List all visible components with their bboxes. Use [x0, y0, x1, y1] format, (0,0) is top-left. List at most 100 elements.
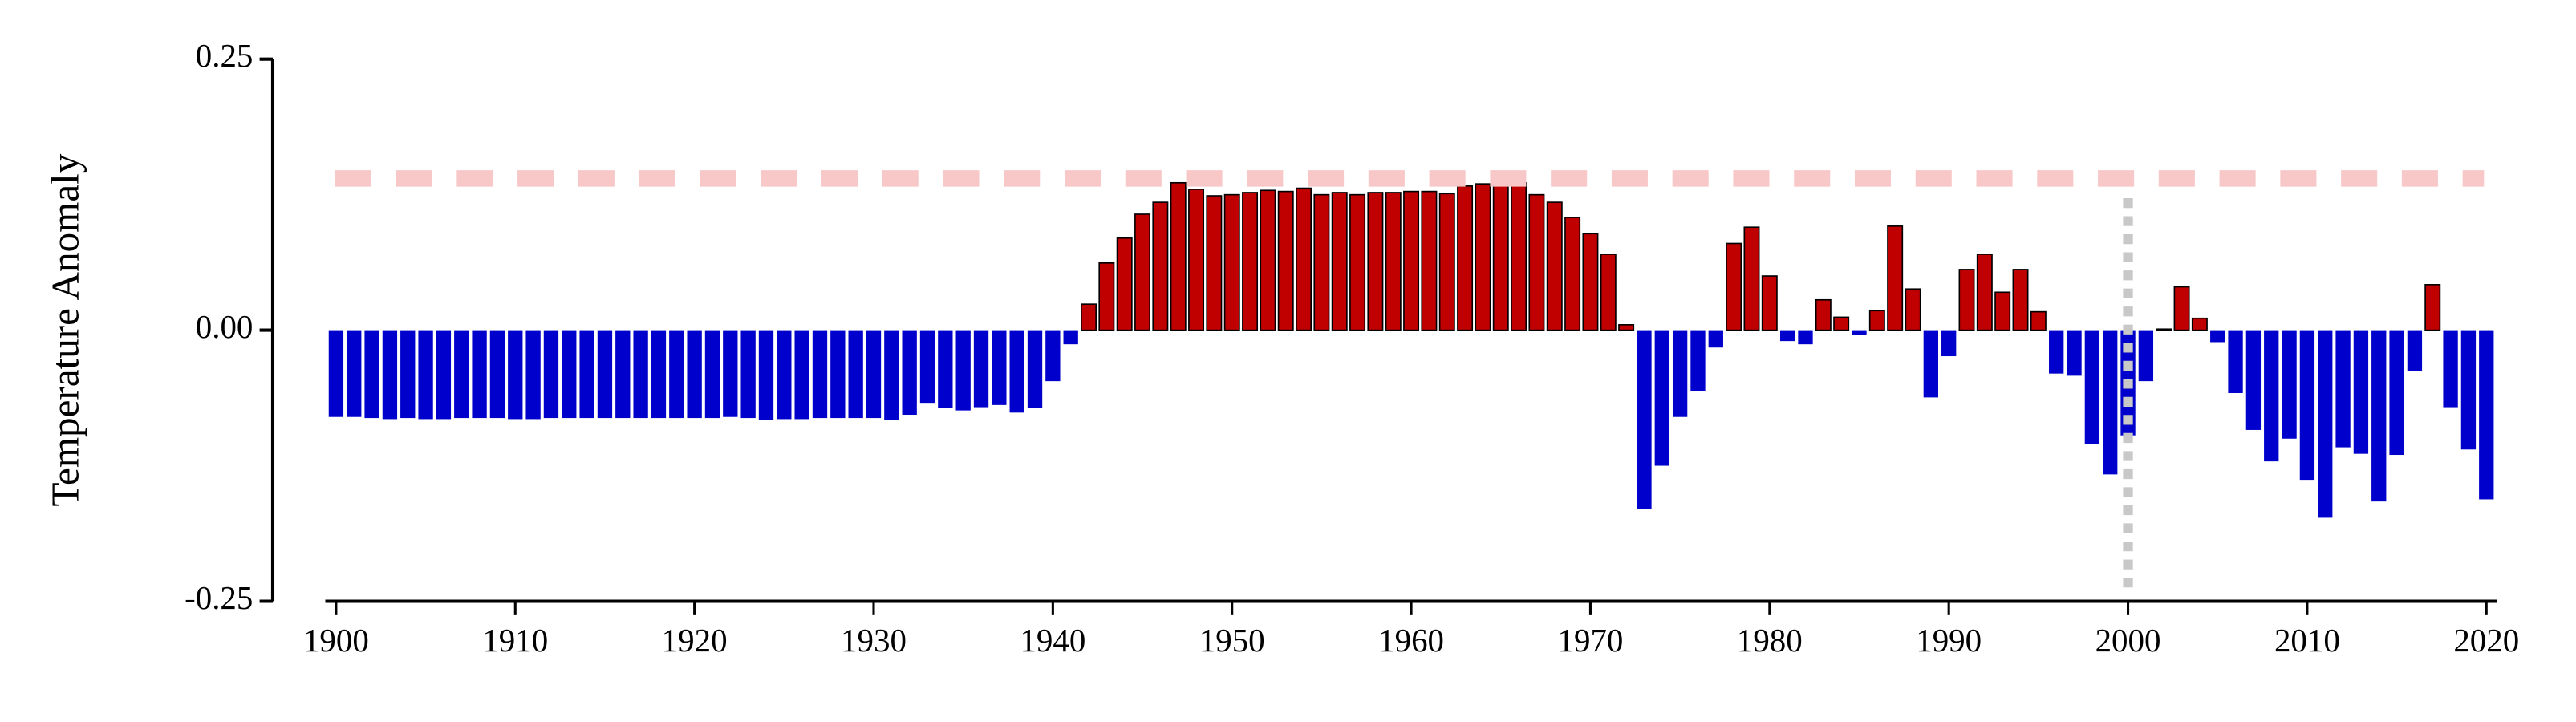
bar	[1475, 183, 1491, 331]
bar	[1260, 189, 1276, 331]
bar	[973, 330, 989, 408]
bar	[597, 330, 613, 419]
bar	[633, 330, 648, 419]
bar	[1116, 237, 1133, 331]
bar	[2389, 330, 2404, 456]
bar	[1852, 330, 1867, 335]
bar	[2228, 330, 2243, 393]
bar	[1833, 316, 1850, 331]
bar	[2353, 330, 2369, 454]
x-tick-label: 1930	[841, 623, 907, 659]
bar	[2335, 330, 2351, 448]
bar	[2103, 330, 2118, 475]
bar	[1798, 330, 1813, 345]
bar	[562, 330, 577, 419]
bar	[919, 330, 935, 404]
bar	[812, 330, 828, 419]
bar	[1941, 330, 1957, 357]
bar	[2282, 330, 2297, 439]
bar	[1457, 185, 1474, 331]
bar	[1600, 254, 1617, 331]
bar	[525, 330, 541, 420]
y-tick-label: -0.25	[185, 580, 253, 616]
bar	[1313, 193, 1330, 331]
bar	[1708, 330, 1723, 348]
bar	[1528, 193, 1545, 331]
x-tick-label: 2020	[2453, 623, 2519, 659]
bar	[2371, 330, 2387, 502]
bar	[1815, 298, 1832, 331]
bar	[1349, 193, 1366, 331]
bar	[866, 330, 882, 419]
bar	[382, 330, 398, 420]
bar	[777, 330, 792, 420]
x-tick-label: 1900	[303, 623, 369, 659]
bar	[1582, 233, 1599, 331]
bar	[1492, 177, 1509, 331]
bar	[2479, 330, 2494, 500]
bar	[992, 330, 1007, 405]
bar	[615, 330, 631, 419]
x-tick-label: 1970	[1558, 623, 1624, 659]
bar	[669, 330, 684, 419]
y-tick-label: 0.00	[196, 309, 254, 345]
bar	[347, 330, 362, 417]
bar	[1367, 192, 1384, 331]
bar	[1206, 195, 1223, 331]
bar	[848, 330, 863, 419]
bar	[2245, 330, 2262, 430]
bar	[1564, 217, 1581, 331]
bar	[418, 330, 433, 420]
bar	[2030, 310, 2047, 331]
bar	[2156, 328, 2172, 331]
bar	[2318, 330, 2333, 518]
bar	[1511, 181, 1527, 331]
bar	[1887, 225, 1904, 331]
bar	[902, 330, 917, 416]
bar	[1618, 324, 1635, 331]
bar	[758, 330, 774, 420]
bar	[543, 330, 559, 419]
bar	[1421, 190, 1438, 331]
bar	[1994, 291, 2011, 331]
bar	[328, 330, 344, 417]
bar	[1223, 193, 1240, 331]
bar	[2264, 330, 2279, 462]
bar	[1009, 330, 1024, 413]
bar	[740, 330, 756, 419]
bar	[1277, 190, 1294, 331]
bar	[364, 330, 379, 419]
bar	[1726, 242, 1742, 331]
bar	[1027, 330, 1043, 408]
bar	[1331, 192, 1348, 331]
bar	[1761, 275, 1778, 331]
bar	[2138, 330, 2154, 382]
x-tick-label: 1980	[1737, 623, 1803, 659]
bar	[1403, 190, 1420, 331]
bar	[2049, 330, 2064, 374]
bar	[579, 330, 594, 419]
bar	[2460, 330, 2477, 450]
bar	[508, 330, 523, 420]
bar	[489, 330, 505, 419]
x-tick-label: 1950	[1199, 623, 1265, 659]
bar	[1152, 201, 1169, 331]
bar	[1188, 189, 1205, 331]
bar	[2012, 269, 2029, 331]
x-tick-label: 1910	[482, 623, 548, 659]
bar	[1654, 330, 1669, 466]
bar	[2067, 330, 2082, 376]
bar	[651, 330, 667, 419]
bar	[1743, 226, 1760, 331]
bar	[1098, 262, 1115, 331]
bar	[1690, 330, 1706, 391]
bar	[2210, 330, 2225, 343]
bar	[2424, 284, 2441, 331]
bar	[704, 330, 720, 419]
bar	[1779, 330, 1795, 342]
bar	[1923, 330, 1938, 398]
x-tick-label: 1940	[1020, 623, 1085, 659]
x-tick-label: 1920	[662, 623, 728, 659]
bar	[1296, 187, 1312, 331]
bar	[472, 330, 487, 419]
